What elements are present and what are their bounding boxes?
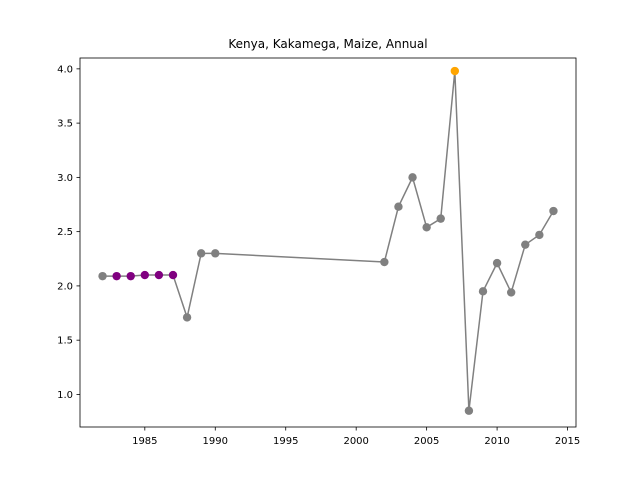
data-points [98, 66, 558, 415]
data-point [450, 66, 460, 76]
y-tick-label: 2.5 [57, 227, 73, 238]
x-tick-label: 2010 [484, 436, 509, 447]
data-point [464, 406, 474, 415]
x-tick-label: 1995 [273, 436, 298, 447]
x-tick-label: 1990 [203, 436, 228, 447]
y-tick-label: 4.0 [57, 64, 73, 75]
data-point [168, 270, 178, 280]
data-point [140, 270, 150, 280]
plot-frame [79, 57, 577, 428]
y-tick-label: 1.0 [57, 390, 73, 401]
data-point [535, 230, 544, 240]
chart-title: Kenya, Kakamega, Maize, Annual [228, 37, 427, 51]
data-point [521, 240, 530, 249]
data-point [112, 271, 121, 281]
data-point [380, 257, 389, 267]
x-tick-label: 2005 [414, 436, 439, 447]
y-tick-label: 1.5 [57, 336, 73, 347]
x-tick-label: 2015 [555, 436, 580, 447]
data-point [211, 249, 220, 258]
series-line [102, 70, 555, 411]
data-point [478, 287, 488, 296]
y-tick-label: 3.5 [57, 119, 73, 130]
data-point [126, 271, 135, 281]
y-axis: 1.0 1.5 2.0 2.5 3.0 3.5 4.0 [57, 64, 80, 401]
x-tick-label: 2000 [343, 436, 368, 447]
data-point [506, 288, 516, 297]
data-point [182, 313, 192, 322]
data-point [549, 206, 558, 216]
data-point [394, 202, 403, 211]
x-axis: 1985 1990 1995 2000 2005 2010 2015 [132, 427, 580, 447]
x-tick-label: 1985 [132, 436, 157, 447]
data-point [98, 271, 107, 281]
data-point [408, 173, 417, 182]
data-point [436, 214, 445, 223]
y-tick-label: 2.0 [57, 281, 73, 292]
data-point [422, 223, 431, 232]
data-point [492, 258, 502, 268]
y-tick-label: 3.0 [57, 173, 73, 184]
data-point [154, 270, 164, 280]
data-point [196, 249, 206, 258]
